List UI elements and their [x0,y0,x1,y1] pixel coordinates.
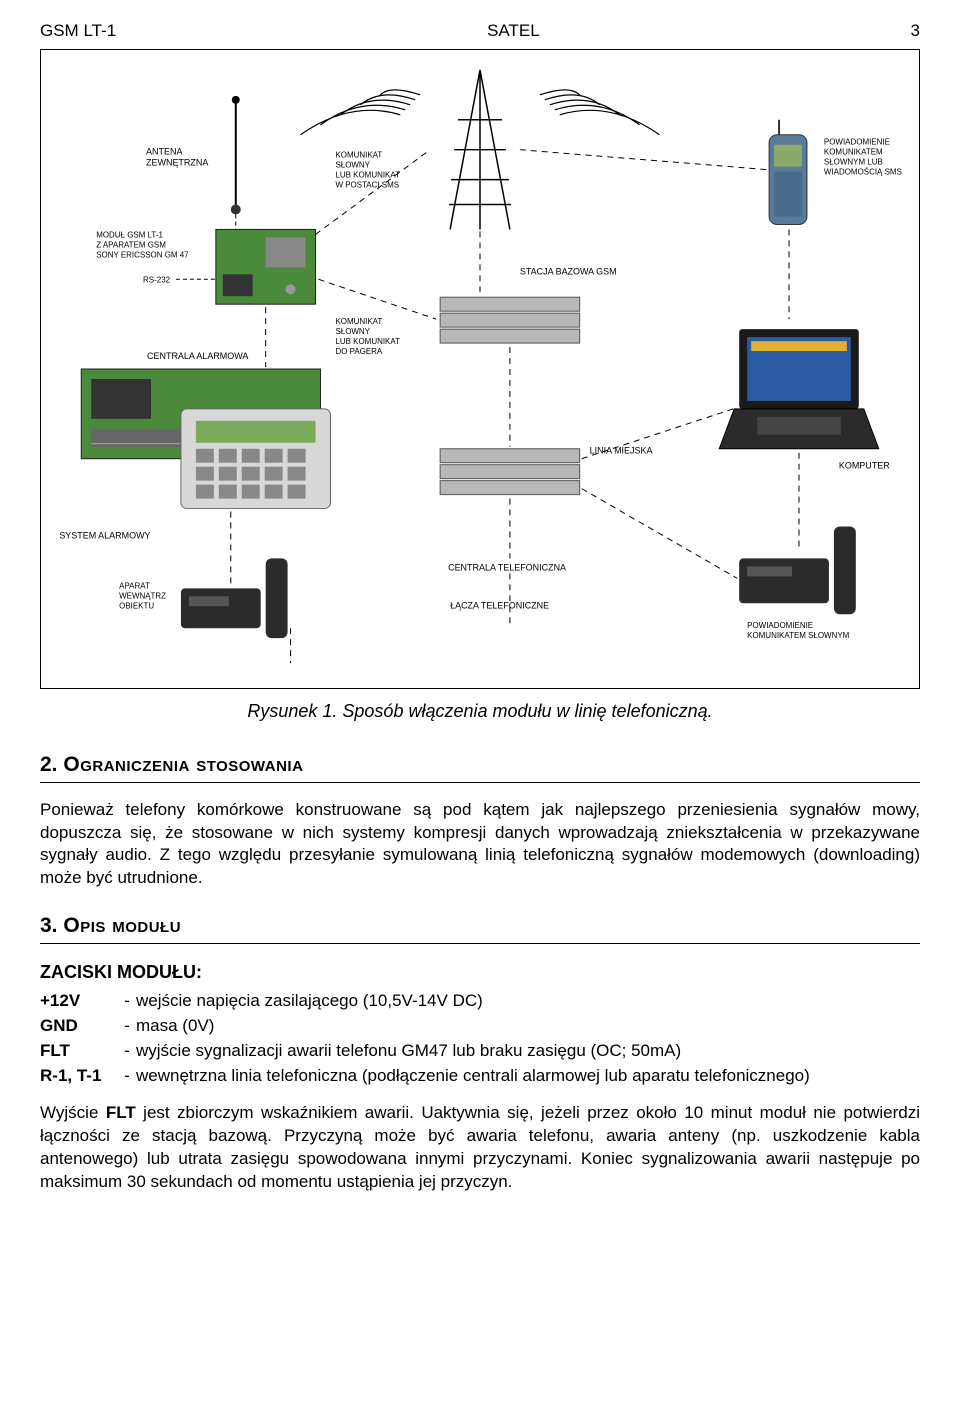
keypad-icon [181,409,331,509]
terminal-dash: - [118,1015,136,1038]
section-2-body: Ponieważ telefony komórkowe konstruowane… [40,799,920,891]
terminal-dash: - [118,990,136,1013]
label-antena: ANTENA [146,147,182,157]
label-modul1: MODUŁ GSM LT-1 [96,230,163,239]
header-right: 3 [911,20,920,43]
external-phone-icon [739,526,856,614]
terminal-dash: - [118,1065,136,1088]
laptop-icon [719,329,879,449]
section-3-num: 3. [40,914,58,937]
label-kom-sms4: W POSTACI SMS [335,181,399,190]
terminal-row: R-1, T-1 - wewnętrzna linia telefoniczna… [40,1065,920,1088]
header-center: SATEL [487,20,540,43]
label-centrala-tel: CENTRALA TELEFONICZNA [448,562,566,572]
label-stacja: STACJA BAZOWA GSM [520,266,617,276]
terminal-label: GND [40,1015,118,1038]
label-lacza: ŁĄCZA TELEFONICZNE [450,600,549,610]
terminal-row: FLT - wyjście sygnalizacji awarii telefo… [40,1040,920,1063]
label-powiadomienie-sms4: WIADOMOŚCIĄ SMS [824,168,902,177]
label-antena2: ZEWNĘTRZNA [146,158,208,168]
label-modul3: SONY ERICSSON GM 47 [96,250,189,259]
figure-caption: Rysunek 1. Sposób włączenia modułu w lin… [40,699,920,723]
label-powiadomienie-sms1: POWIADOMIENIE [824,138,890,147]
label-system-alarm: SYSTEM ALARMOWY [59,530,150,540]
section-3-body2: Wyjście FLT jest zbiorczym wskaźnikiem a… [40,1102,920,1194]
label-aparat1: APARAT [119,581,150,590]
label-aparat3: OBIEKTU [119,601,154,610]
label-kom-sms1: KOMUNIKAT [335,151,382,160]
label-linia-miejska: LINIA MIEJSKA [590,446,653,456]
section-2-num: 2. [40,753,58,776]
label-powiadomienie-sms3: SŁOWNYM LUB [824,158,883,167]
terminal-label: R-1, T-1 [40,1065,118,1088]
system-diagram: ANTENA ZEWNĘTRZNA POWIADOMIENIE KOMUNIKA… [40,49,920,689]
base-station-rack-icon [440,297,580,343]
label-kom-pager2: SŁOWNY [335,327,370,336]
section-3-heading: 3. Opis modułu [40,912,920,943]
section-3-title: Opis modułu [63,914,181,937]
diagram-svg: ANTENA ZEWNĘTRZNA POWIADOMIENIE KOMUNIKA… [41,50,919,688]
terminal-label: +12V [40,990,118,1013]
label-powiad-slow2: KOMUNIKATEM SŁOWNYM [747,631,849,640]
label-kom-pager3: LUB KOMUNIKAT [335,337,400,346]
terminal-desc: wewnętrzna linia telefoniczna (podłączen… [136,1065,920,1088]
cellphone-icon [769,120,807,225]
section-2-heading: 2. Ograniczenia stosowania [40,751,920,782]
label-rs232: RS-232 [143,275,171,284]
page-header: GSM LT-1 SATEL 3 [40,20,920,43]
flt-bold: FLT [106,1103,136,1122]
external-antenna-icon [231,96,241,215]
gsm-module-icon [216,229,316,304]
terminals-title: ZACISKI MODUŁU: [40,960,920,984]
label-centrala-alarm: CENTRALA ALARMOWA [147,351,248,361]
label-kom-pager1: KOMUNIKAT [335,317,382,326]
label-kom-pager4: DO PAGERA [335,347,382,356]
label-komputer: KOMPUTER [839,461,890,471]
header-left: GSM LT-1 [40,20,116,43]
terminal-desc: wyjście sygnalizacji awarii telefonu GM4… [136,1040,920,1063]
section-2-title: Ograniczenia stosowania [63,753,303,776]
label-kom-sms2: SŁOWNY [335,161,370,170]
pbx-rack-icon [440,449,580,495]
label-kom-sms3: LUB KOMUNIKAT [335,171,400,180]
terminal-label: FLT [40,1040,118,1063]
terminal-desc: wejście napięcia zasilającego (10,5V-14V… [136,990,920,1013]
internal-phone-icon [181,558,288,638]
label-powiadomienie-sms2: KOMUNIKATEM [824,148,883,157]
label-aparat2: WEWNĄTRZ [119,591,166,600]
terminal-row: +12V - wejście napięcia zasilającego (10… [40,990,920,1013]
label-modul2: Z APARATEM GSM [96,240,166,249]
terminals-list: +12V - wejście napięcia zasilającego (10… [40,990,920,1088]
terminal-dash: - [118,1040,136,1063]
label-powiad-slow1: POWIADOMIENIE [747,621,813,630]
terminal-row: GND - masa (0V) [40,1015,920,1038]
terminal-desc: masa (0V) [136,1015,920,1038]
